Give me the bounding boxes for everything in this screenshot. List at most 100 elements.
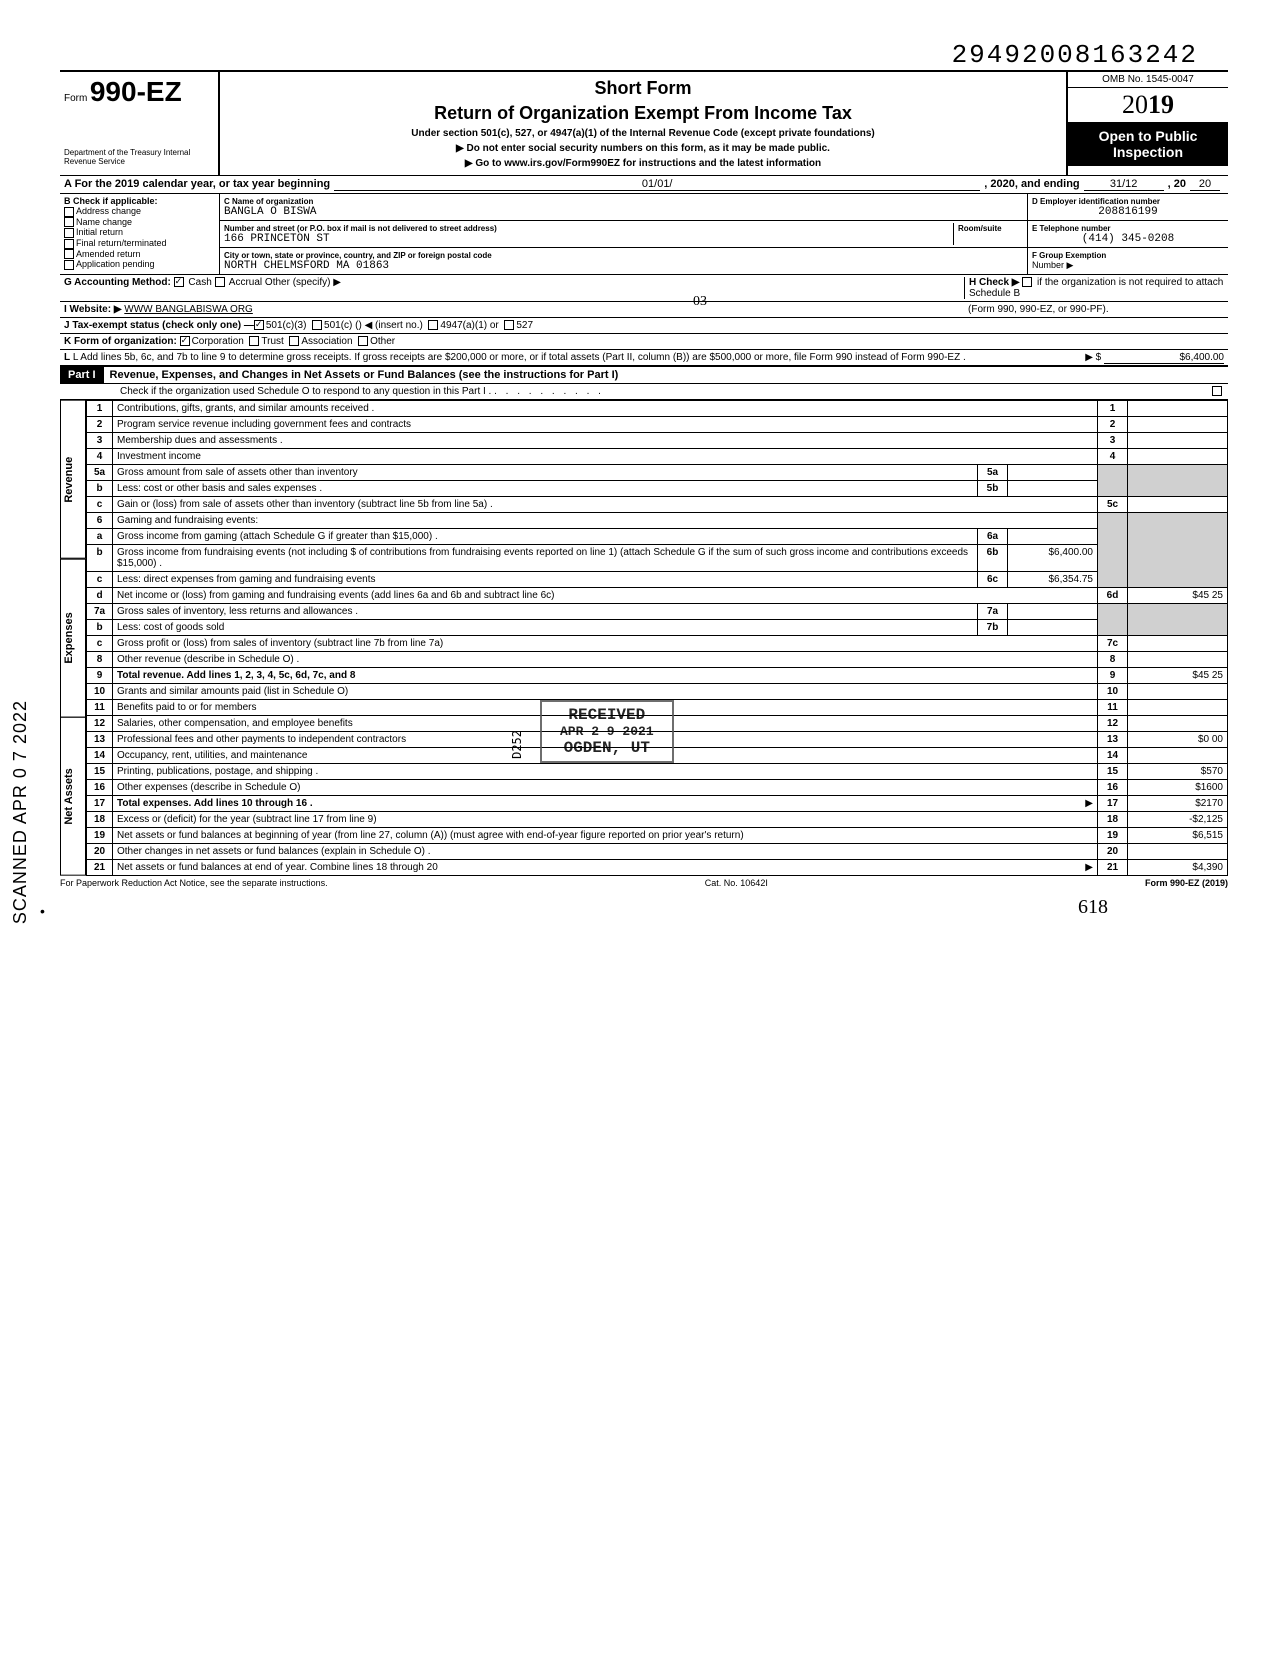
dept-label: Department of the Treasury Internal Reve… xyxy=(64,148,214,166)
cash-checkbox[interactable] xyxy=(174,277,184,287)
table-row: 8Other revenue (describe in Schedule O) … xyxy=(87,652,1228,668)
b-item[interactable]: Application pending xyxy=(64,259,215,270)
short-form-label: Short Form xyxy=(230,78,1056,99)
c-label: C Name of organization xyxy=(224,197,313,206)
row-21-desc: Net assets or fund balances at end of ye… xyxy=(117,862,438,873)
open-to-public: Open to Public Inspection xyxy=(1068,122,1228,166)
footer-right: Form 990-EZ (2019) xyxy=(1145,878,1228,888)
b-item[interactable]: Address change xyxy=(64,206,215,217)
b-item[interactable]: Name change xyxy=(64,217,215,228)
org-street: 166 PRINCETON ST xyxy=(224,233,330,245)
b-item-label: Initial return xyxy=(76,227,123,237)
k-o4: Other xyxy=(370,336,395,347)
g-accrual: Accrual xyxy=(229,277,262,288)
table-row: 1Contributions, gifts, grants, and simil… xyxy=(87,401,1228,417)
table-row: 9Total revenue. Add lines 1, 2, 3, 4, 5c… xyxy=(87,668,1228,684)
bullet-dot: • xyxy=(40,903,45,919)
k-corp-checkbox[interactable] xyxy=(180,336,190,346)
k-assoc-checkbox[interactable] xyxy=(289,336,299,346)
telephone: (414) 345-0208 xyxy=(1032,233,1224,245)
form-header: Form 990-EZ Department of the Treasury I… xyxy=(60,70,1228,176)
accrual-checkbox[interactable] xyxy=(215,277,225,287)
k-o1: Corporation xyxy=(192,336,244,347)
year-bold: 19 xyxy=(1148,90,1174,119)
e-label: E Telephone number xyxy=(1032,224,1111,233)
table-row: 13Professional fees and other payments t… xyxy=(87,732,1228,748)
b-item[interactable]: Initial return xyxy=(64,227,215,238)
room-suite-label: Room/suite xyxy=(958,224,1002,233)
table-row: bGross income from fundraising events (n… xyxy=(87,545,1228,572)
row-9-desc: Total revenue. Add lines 1, 2, 3, 4, 5c,… xyxy=(117,670,355,681)
j-o2: 501(c) ( xyxy=(324,320,358,331)
j-o1: 501(c)(3) xyxy=(266,320,307,331)
j-4947-checkbox[interactable] xyxy=(428,320,438,330)
b-item[interactable]: Final return/terminated xyxy=(64,238,215,249)
table-row: cGross profit or (loss) from sales of in… xyxy=(87,636,1228,652)
tax-year: 2019 xyxy=(1068,88,1228,122)
j-label: J Tax-exempt status (check only one) — xyxy=(64,320,254,331)
i-label: I Website: ▶ xyxy=(64,304,122,315)
d-label: D Employer identification number xyxy=(1032,197,1160,206)
website: WWW BANGLABISWA ORG xyxy=(124,304,253,315)
stamp-d252: D252 xyxy=(510,730,524,759)
line-a-end-year: 20 xyxy=(1190,178,1220,191)
k-trust-checkbox[interactable] xyxy=(249,336,259,346)
form-table: 1Contributions, gifts, grants, and simil… xyxy=(86,400,1228,876)
j-o4: 527 xyxy=(516,320,533,331)
part-1-title: Revenue, Expenses, and Changes in Net As… xyxy=(104,367,625,383)
omb-number: OMB No. 1545-0047 xyxy=(1068,72,1228,88)
table-row: 21Net assets or fund balances at end of … xyxy=(87,860,1228,876)
ein: 208816199 xyxy=(1032,206,1224,218)
row-21-arrow: ▶ xyxy=(1085,862,1093,873)
part-1-header: Part I Revenue, Expenses, and Changes in… xyxy=(60,366,1228,384)
b-item-label: Final return/terminated xyxy=(76,238,167,248)
row-17-desc: Total expenses. Add lines 10 through 16 … xyxy=(117,798,313,809)
part-1-checkbox[interactable] xyxy=(1212,386,1222,396)
part-1-check-text: Check if the organization used Schedule … xyxy=(120,386,491,397)
b-item-label: Name change xyxy=(76,217,132,227)
h-checkbox[interactable] xyxy=(1022,277,1032,287)
table-row: 17Total expenses. Add lines 10 through 1… xyxy=(87,796,1228,812)
k-o2: Trust xyxy=(261,336,283,347)
line-a-mid: , 2020, and ending xyxy=(984,178,1079,191)
form-number: 990-EZ xyxy=(90,76,182,107)
table-row: 3Membership dues and assessments .3 xyxy=(87,433,1228,449)
j-501c-checkbox[interactable] xyxy=(312,320,322,330)
scanned-stamp: SCANNED APR 0 7 2022 xyxy=(10,700,31,924)
table-row: cGain or (loss) from sale of assets othe… xyxy=(87,497,1228,513)
net-assets-label: Net Assets xyxy=(60,717,86,876)
table-row: 15Printing, publications, postage, and s… xyxy=(87,764,1228,780)
row-17-arrow: ▶ xyxy=(1085,798,1093,809)
main-table-area: Revenue Expenses Net Assets 1Contributio… xyxy=(60,400,1228,876)
return-title: Return of Organization Exempt From Incom… xyxy=(230,103,1056,124)
footer-mid: Cat. No. 10642I xyxy=(705,878,768,888)
org-city: NORTH CHELMSFORD MA 01863 xyxy=(224,260,389,272)
line-a-end-month: 31/12 xyxy=(1084,178,1164,191)
b-item[interactable]: Amended return xyxy=(64,249,215,260)
section-bcdef: B Check if applicable: Address change Na… xyxy=(60,194,1228,275)
b-header: B Check if applicable: xyxy=(64,196,215,206)
arrow-line-2: ▶ Go to www.irs.gov/Form990EZ for instru… xyxy=(230,158,1056,169)
g-cash: Cash xyxy=(188,277,211,288)
k-other-checkbox[interactable] xyxy=(358,336,368,346)
year-prefix: 20 xyxy=(1122,90,1148,119)
form-prefix: Form xyxy=(64,93,87,104)
j-o2b: ) ◀ (insert no.) xyxy=(358,320,422,331)
table-row: bLess: cost or other basis and sales exp… xyxy=(87,481,1228,497)
c-city-label: City or town, state or province, country… xyxy=(224,251,492,260)
c-addr-label: Number and street (or P.O. box if mail i… xyxy=(224,224,497,233)
pencil-03: 03 xyxy=(693,294,707,310)
table-row: 11Benefits paid to or for members11 xyxy=(87,700,1228,716)
table-row: 18Excess or (deficit) for the year (subt… xyxy=(87,812,1228,828)
h-text-2: (Form 990, 990-EZ, or 990-PF). xyxy=(968,304,1109,315)
arrow-line-1: ▶ Do not enter social security numbers o… xyxy=(230,143,1056,154)
table-row: 4Investment income4 xyxy=(87,449,1228,465)
j-527-checkbox[interactable] xyxy=(504,320,514,330)
table-row: 5aGross amount from sale of assets other… xyxy=(87,465,1228,481)
line-a-label: A For the 2019 calendar year, or tax yea… xyxy=(64,178,330,191)
table-row: bLess: cost of goods sold7b xyxy=(87,620,1228,636)
table-row: 10Grants and similar amounts paid (list … xyxy=(87,684,1228,700)
document-number: 29492008163242 xyxy=(60,40,1228,70)
j-501c3-checkbox[interactable] xyxy=(254,320,264,330)
footer-left: For Paperwork Reduction Act Notice, see … xyxy=(60,878,328,888)
